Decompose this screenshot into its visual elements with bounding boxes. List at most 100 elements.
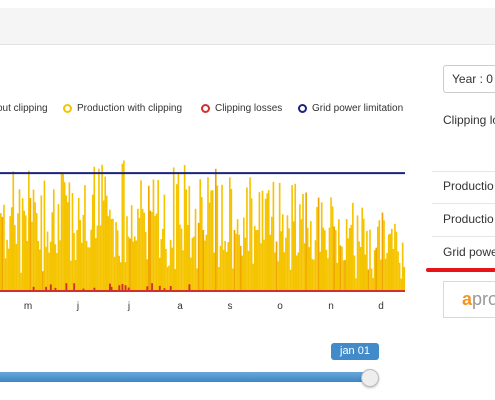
year-select[interactable]: Year : 0	[443, 65, 495, 93]
production-bar	[191, 237, 194, 291]
production-bar	[361, 207, 364, 291]
production-bar	[247, 250, 250, 291]
production-bar	[334, 230, 337, 291]
production-bar	[138, 217, 141, 291]
production-bar	[297, 252, 300, 291]
production-bar	[28, 170, 30, 291]
production-bar	[171, 247, 173, 291]
production-bar	[137, 208, 139, 291]
production-bar	[202, 230, 205, 291]
production-bar	[300, 219, 303, 291]
production-bar	[266, 193, 269, 291]
date-slider-handle[interactable]	[361, 369, 379, 387]
production-bar	[239, 245, 242, 291]
production-bar	[295, 255, 298, 291]
production-bar	[225, 251, 228, 291]
production-bar	[85, 240, 88, 291]
production-bar	[375, 247, 378, 291]
grid-power-row: Grid powe	[443, 245, 495, 259]
production-bar	[199, 179, 202, 291]
production-bar	[38, 249, 41, 291]
production-bar	[182, 250, 184, 291]
logo[interactable]: apro	[443, 281, 495, 318]
production-bar	[306, 227, 309, 291]
production-bar	[7, 248, 10, 291]
production-bar	[151, 212, 153, 291]
legend-item[interactable]: Clipping losses	[201, 103, 282, 114]
production-bar	[392, 248, 395, 291]
production-bar	[123, 160, 125, 291]
production-bar	[104, 176, 107, 291]
production-bar	[271, 216, 273, 291]
production-bar	[381, 212, 384, 291]
production-bar	[37, 240, 40, 291]
production-bar	[313, 259, 315, 291]
production-bar	[264, 198, 267, 291]
production-bar	[322, 227, 325, 291]
production-bar	[352, 202, 354, 291]
production-bar	[162, 228, 164, 291]
production-bar	[49, 241, 52, 291]
production-bar	[127, 236, 130, 291]
legend-item[interactable]: out clipping	[0, 103, 48, 114]
production-bar	[327, 258, 329, 291]
production-bar	[113, 256, 116, 291]
production-bar	[109, 209, 111, 291]
clipping-loss-bar	[32, 286, 35, 291]
production-bar	[169, 239, 172, 291]
production-bar	[43, 180, 46, 291]
production-bar	[380, 259, 382, 291]
production-bar	[62, 173, 64, 291]
production-bar	[31, 221, 33, 291]
production-bar	[141, 208, 144, 291]
production-bar	[359, 246, 362, 291]
production-bar	[216, 185, 219, 291]
production-bar	[286, 215, 289, 291]
production-bar	[116, 230, 119, 291]
clipping-loss-bar	[54, 287, 57, 291]
production-bar	[46, 231, 49, 291]
production-bar	[269, 234, 272, 291]
production-bar	[308, 247, 311, 291]
production-bar	[261, 190, 264, 291]
production-bar	[87, 247, 89, 291]
production-bar	[221, 184, 223, 291]
legend-item[interactable]: Grid power limitation	[298, 103, 403, 114]
production-bar	[63, 182, 66, 291]
production-bar	[401, 242, 404, 291]
production-bar	[324, 230, 326, 291]
production-bar	[51, 212, 54, 291]
production-bar	[71, 192, 74, 291]
production-bar	[204, 240, 206, 291]
month-tick-label: d	[378, 301, 384, 312]
production-bar	[355, 278, 357, 291]
date-slider-track[interactable]	[0, 372, 372, 382]
production-bar	[384, 258, 387, 291]
production-bar	[214, 168, 217, 291]
clipping-loss-bar	[169, 286, 172, 291]
production-bar	[18, 189, 21, 291]
production-bar	[10, 207, 13, 291]
production-bar	[230, 188, 233, 291]
production-bar	[243, 217, 245, 291]
production-bar	[154, 215, 156, 291]
production-bar	[66, 202, 69, 291]
production-bar	[236, 219, 239, 291]
month-tick-label: j	[76, 301, 80, 312]
production-bar	[21, 198, 24, 291]
production-bar	[115, 222, 117, 291]
production-bar	[155, 213, 158, 291]
production-bar	[95, 238, 97, 291]
production-bar	[257, 229, 259, 291]
production-bar	[172, 167, 175, 291]
legend-item[interactable]: Production with clipping	[63, 103, 182, 114]
logo-text: pro	[472, 289, 495, 309]
active-indicator	[426, 268, 495, 272]
month-tick-label: o	[277, 301, 283, 312]
production-bar	[267, 190, 270, 291]
production-bar	[147, 185, 150, 291]
production-bar	[372, 277, 374, 291]
production-bar	[244, 237, 247, 291]
production-bar	[6, 239, 8, 291]
production-bar	[32, 189, 35, 291]
